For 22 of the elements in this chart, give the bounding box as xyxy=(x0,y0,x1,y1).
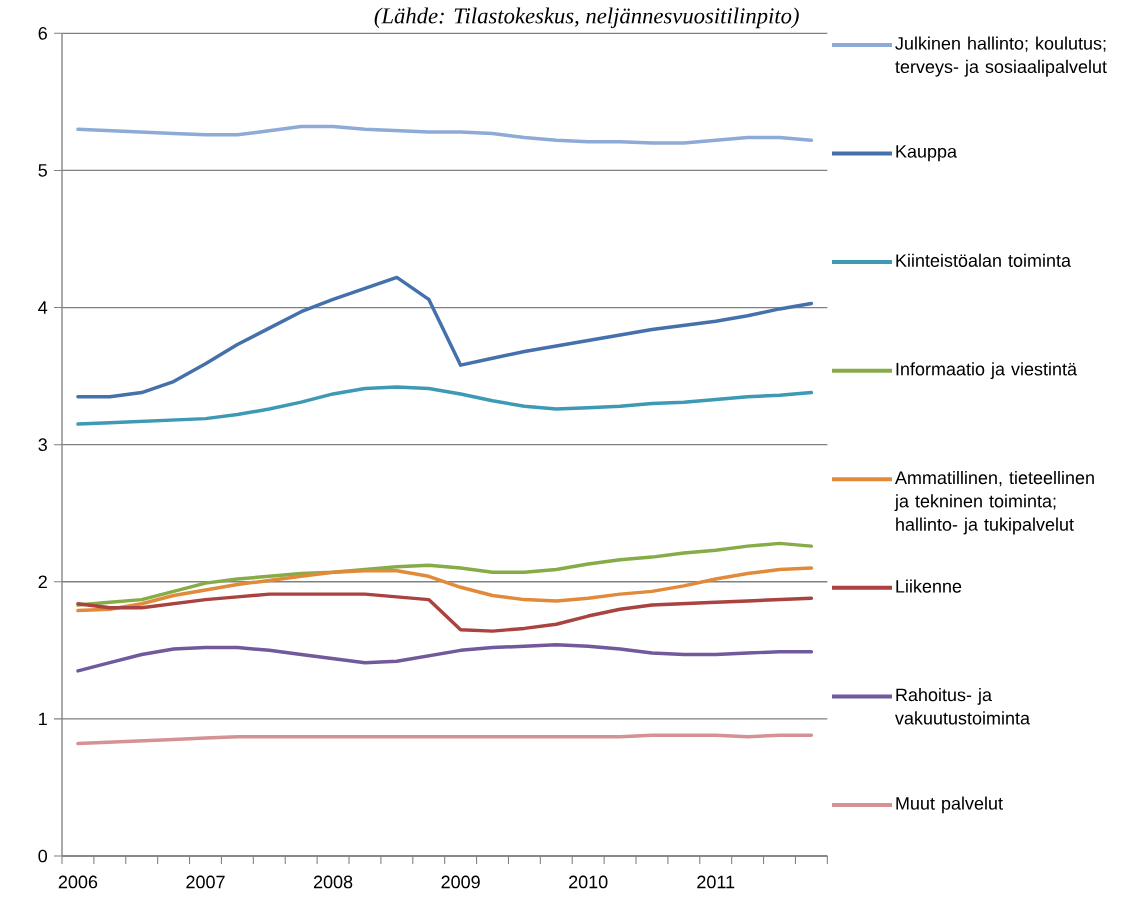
y-tick-label: 1 xyxy=(39,712,47,726)
x-tick-label: 2010 xyxy=(569,875,608,889)
x-tick-label: 2006 xyxy=(58,875,98,889)
legend-label: Rahoitus- ja vakuutustoiminta xyxy=(895,687,1031,725)
x-tick-label: 2011 xyxy=(697,875,735,889)
y-tick-label: 6 xyxy=(38,26,47,40)
x-tick-label: 2009 xyxy=(441,875,480,889)
legend-label: Informaatio ja viestintä xyxy=(896,362,1077,380)
legend-label: Liikenne xyxy=(896,579,962,593)
text: (Lähde: Tilastokeskus, neljännesvuositilinpito) xyxy=(374,7,799,29)
y-tick-label: 3 xyxy=(38,438,47,452)
y-tick-label: 5 xyxy=(38,164,47,177)
y-tick-label: 4 xyxy=(38,301,48,314)
legend-label: Muut palvelut xyxy=(896,796,1003,814)
legend-label: Kauppa xyxy=(896,145,957,162)
y-tick-label: 0 xyxy=(38,849,48,863)
legend-label: Kiinteistöalan toiminta xyxy=(896,253,1072,267)
legend-label: Julkinen hallinto; koulutus; terveys- ja sosiaalipalvelut xyxy=(895,36,1107,77)
y-tick-label: 2 xyxy=(38,575,47,589)
x-tick-label: 2008 xyxy=(313,875,353,889)
legend-label: Ammatillinen, tieteellinen ja tekninen toiminta; hallinto- ja tukipalvelut xyxy=(894,470,1094,535)
x-tick-label: 2007 xyxy=(186,875,225,889)
